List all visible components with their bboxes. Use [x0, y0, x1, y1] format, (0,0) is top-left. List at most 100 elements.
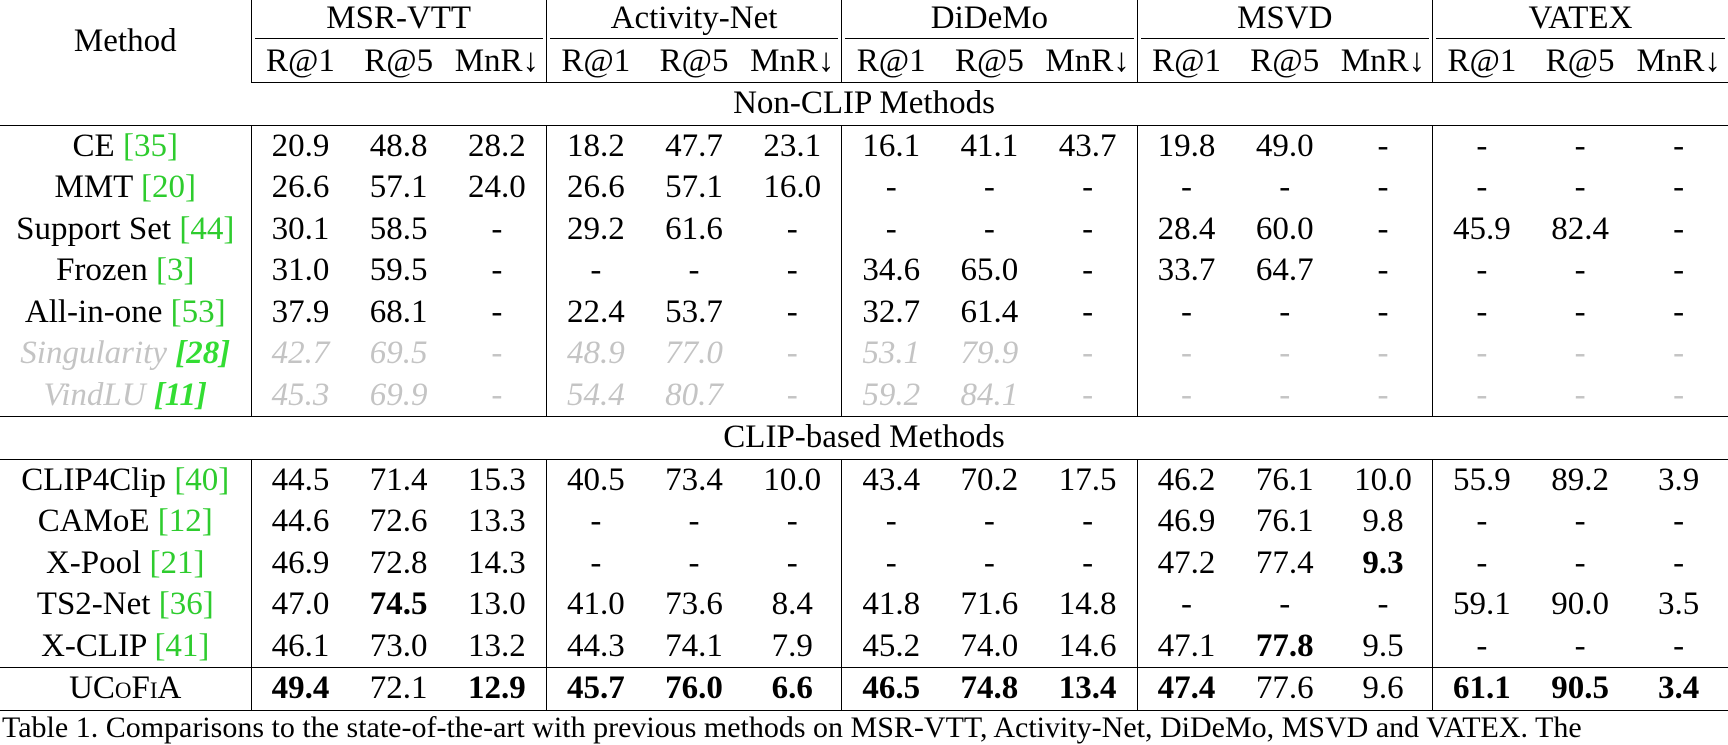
- value-cell: 19.8: [1136, 125, 1236, 167]
- value-cell: 45.2: [841, 625, 941, 668]
- value-cell: -: [1431, 125, 1531, 167]
- value-cell: 45.7: [545, 667, 645, 711]
- data-row: X-Pool [21] 46.9 72.8 14.3- - - - - -47.2 77.4 9.3…: [0, 542, 1728, 585]
- value-cell: 82.4: [1551, 210, 1609, 247]
- method-name: CE: [72, 127, 115, 164]
- section-row: Non-CLIP Methods: [0, 82, 1728, 126]
- value-cell: -: [983, 169, 995, 206]
- value-cell: 49.0: [1255, 127, 1314, 164]
- group-cell: Activity-Net: [545, 0, 842, 40]
- value-cell: -: [1673, 544, 1685, 581]
- metric-header: R@1: [841, 40, 941, 83]
- value-cell: 41.8: [841, 584, 941, 626]
- metric-header: MnR↓: [1629, 40, 1728, 83]
- value-cell: 77.8: [1255, 627, 1314, 664]
- value-cell: 49.4: [250, 667, 350, 711]
- method-cell: TS2-Net [36]: [0, 584, 251, 626]
- method-name: Support Set: [16, 210, 172, 247]
- data-row: CAMoE [12] 44.6 72.6 13.3- - - - - -46.9 76.1 9.8-…: [0, 501, 1728, 543]
- value-cell: 13.3: [468, 503, 526, 540]
- value-cell: 69.5: [369, 335, 428, 372]
- value-cell: 64.7: [1255, 252, 1314, 289]
- value-cell: 13.4: [1038, 667, 1138, 711]
- method-name: CLIP4Clip: [21, 461, 167, 498]
- value-cell: 73.0: [369, 627, 428, 664]
- value-cell: 73.6: [665, 586, 723, 623]
- value-cell: 43.4: [841, 459, 941, 501]
- value-cell: 72.8: [369, 544, 428, 581]
- value-cell: -: [1279, 169, 1291, 206]
- value-cell: -: [545, 250, 645, 292]
- value-cell: -: [1673, 627, 1685, 664]
- method-cell: Singularity [28]: [0, 333, 251, 375]
- value-cell: -: [1082, 503, 1094, 540]
- reference: [41]: [154, 627, 210, 664]
- value-cell: -: [1082, 252, 1094, 289]
- value-cell: -: [1673, 169, 1685, 206]
- method-cell: X-Pool [21]: [0, 543, 251, 585]
- value-cell: 40.5: [545, 459, 645, 501]
- method-name: Frozen: [56, 252, 148, 289]
- value-cell: -: [1082, 544, 1094, 581]
- method-cell: CAMoE [12]: [0, 501, 251, 543]
- value-cell: -: [983, 544, 995, 581]
- value-cell: 23.1: [763, 127, 822, 164]
- value-cell: 54.4: [545, 374, 645, 417]
- value-cell: -: [1574, 127, 1586, 164]
- value-cell: 48.9: [545, 333, 645, 375]
- reference: [36]: [158, 586, 214, 623]
- value-cell: -: [1136, 291, 1236, 333]
- method-name: MMT: [54, 169, 133, 206]
- data-row: CE [35] 20.9 48.8 28.2 18.2 47.7 23.1 16.1 41.1 4…: [0, 125, 1728, 167]
- value-cell: -: [1574, 293, 1586, 330]
- value-cell: -: [1574, 169, 1586, 206]
- reference: [3]: [155, 252, 195, 289]
- value-cell: -: [1431, 291, 1531, 333]
- value-cell: -: [1377, 335, 1389, 372]
- caption: Table 1. Comparisons to the state-of-the…: [2, 710, 1582, 744]
- data-row: X-CLIP [41] 46.1 73.0 13.2 44.3 74.1 7.9 45.2 74…: [0, 625, 1728, 668]
- value-cell: -: [1431, 250, 1531, 292]
- method-cell: UCoFiA: [0, 667, 251, 711]
- group-cell: MSVD: [1136, 0, 1433, 40]
- value-cell: -: [545, 501, 645, 543]
- value-cell: 20.9: [250, 125, 350, 167]
- value-cell: 59.1: [1431, 584, 1531, 626]
- value-cell: 60.0: [1255, 210, 1314, 247]
- value-cell: 90.5: [1530, 667, 1630, 711]
- value-cell: 72.6: [369, 503, 428, 540]
- value-cell: -: [786, 544, 798, 581]
- value-cell: -: [1082, 293, 1094, 330]
- method-cell: VindLU [11]: [0, 375, 251, 417]
- method-cell: CLIP4Clip [40]: [0, 459, 251, 501]
- value-cell: 44.6: [250, 501, 350, 543]
- value-cell: 16.0: [763, 169, 822, 206]
- value-cell: -: [786, 210, 798, 247]
- value-cell: 41.0: [545, 584, 645, 626]
- value-cell: 46.1: [250, 625, 350, 668]
- value-cell: 45.9: [1431, 208, 1531, 250]
- value-cell: -: [688, 503, 700, 540]
- reference: [28]: [175, 335, 231, 372]
- value-cell: -: [1136, 333, 1236, 375]
- value-cell: -: [983, 210, 995, 247]
- header-row: Method MSR-VTT Activity-Net DiDeMo MSVD VATEX: [0, 0, 1728, 57]
- value-cell: 9.6: [1333, 667, 1433, 711]
- value-cell: -: [1574, 544, 1586, 581]
- metric-header: R@1: [1431, 40, 1531, 83]
- value-cell: -: [1279, 335, 1291, 372]
- value-cell: -: [491, 335, 503, 372]
- value-cell: 55.9: [1431, 459, 1531, 501]
- metric-header: R@5: [1235, 40, 1334, 83]
- value-cell: -: [1377, 376, 1389, 413]
- group-header: MSVD: [1140, 1, 1429, 39]
- value-cell: 14.8: [1058, 586, 1117, 623]
- value-cell: 3.5: [1658, 586, 1700, 623]
- subheader-row: R@1 R@5 MnR↓ R@1 R@5 MnR↓ R@1 R@5 MnR↓ R@1 R@5 MnR↓…: [0, 40, 1728, 83]
- method-name: TS2-Net: [36, 586, 151, 623]
- value-cell: 17.5: [1058, 461, 1117, 498]
- value-cell: -: [786, 335, 798, 372]
- group-cell: VATEX: [1431, 0, 1728, 40]
- reference: [44]: [179, 210, 235, 247]
- value-cell: 47.2: [1136, 542, 1236, 584]
